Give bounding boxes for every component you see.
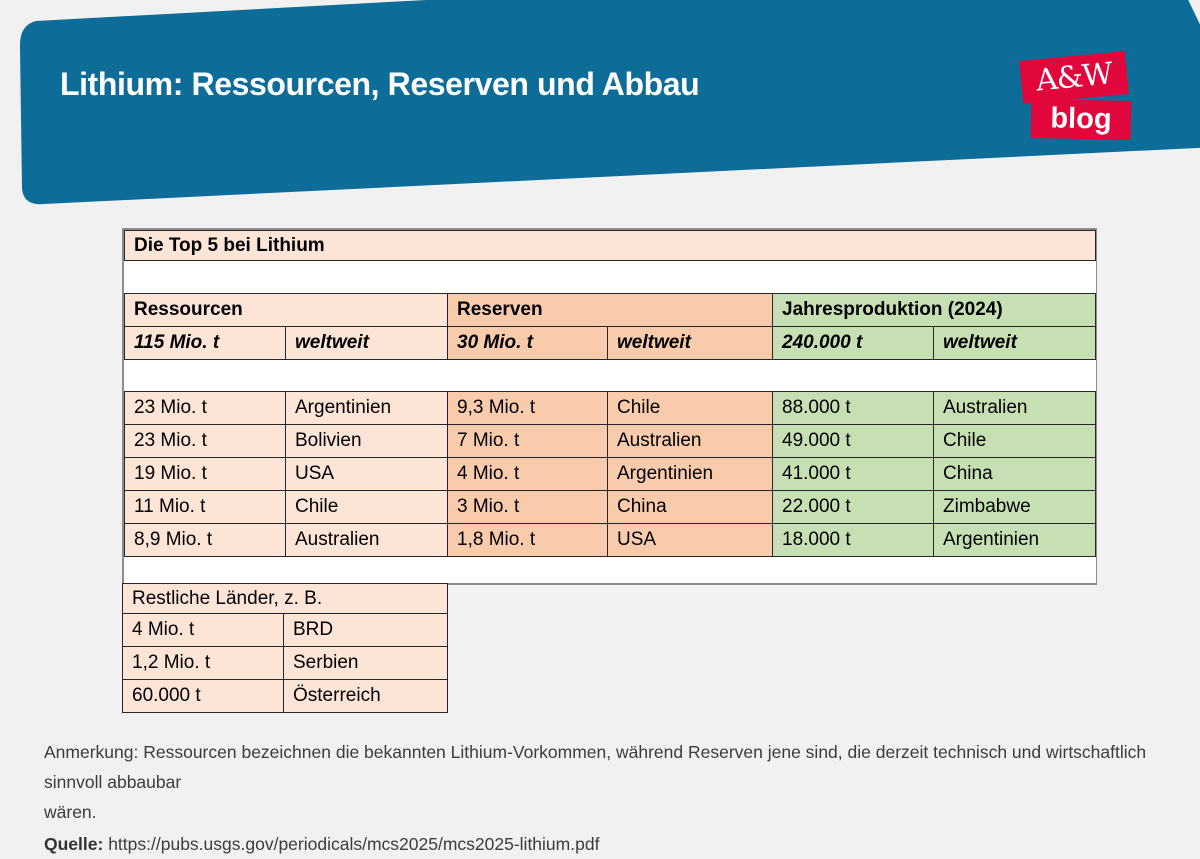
table-cell: 4 Mio. t [122,613,284,647]
total-ressourcen: 115 Mio. t [124,326,286,360]
world-totals-row: 115 Mio. t weltweit 30 Mio. t weltweit 2… [124,326,1097,360]
table-cell: 49.000 t [772,424,934,458]
table-cell: BRD [282,613,449,647]
scope-reserven: weltweit [607,326,773,360]
table-cell: 1,2 Mio. t [122,646,284,680]
footnote-anmerkung: Anmerkung: Ressourcen bezeichnen die bek… [44,737,1179,827]
table-cell: 18.000 t [772,523,934,557]
table-cell: Bolivien [285,424,448,458]
total-reserven: 30 Mio. t [447,326,608,360]
spacer-row [124,556,1096,583]
main-table: Die Top 5 bei Lithium Ressourcen Reserve… [123,230,1097,583]
footnotes: Anmerkung: Ressourcen bezeichnen die bek… [44,737,1179,859]
table-cell: Chile [932,424,1097,458]
table-row: 1,2 Mio. t Serbien [122,646,449,680]
table-cell: Chile [607,391,773,425]
footnote-quelle: Quelle: https://pubs.usgs.gov/periodical… [44,829,1179,859]
data-sheet: Die Top 5 bei Lithium Ressourcen Reserve… [122,228,1097,585]
quelle-url: https://pubs.usgs.gov/periodicals/mcs202… [108,834,600,854]
table-title-row: Die Top 5 bei Lithium [123,230,1097,261]
header-banner [19,0,1200,205]
anmerkung-line1: Anmerkung: Ressourcen bezeichnen die bek… [44,742,1147,792]
table-row: 23 Mio. t Bolivien 7 Mio. t Australien 49.00… [124,424,1097,458]
rest-table-title-row: Restliche Länder, z. B. [121,583,449,614]
quelle-label: Quelle: [44,834,104,854]
table-cell: Australien [607,424,773,458]
table-cell: Argentinien [607,457,773,491]
scope-ressourcen: weltweit [285,326,448,360]
table-cell: Chile [285,490,448,524]
spacer-row [124,359,1096,392]
table-cell: 19 Mio. t [124,457,286,491]
table-cell: Australien [285,523,448,557]
table-row: 8,9 Mio. t Australien 1,8 Mio. t USA 18.000 … [124,523,1097,557]
table-cell: China [932,457,1097,491]
group-header-ressourcen: Ressourcen [124,293,448,327]
banner-shape [19,0,1200,205]
table-row: 60.000 t Österreich [122,679,449,713]
spacer-cell [124,556,1096,583]
table-cell: Argentinien [932,523,1097,557]
spacer-cell [124,359,1096,392]
table-cell: Argentinien [285,391,448,425]
table-cell: 60.000 t [122,679,284,713]
group-header-jahresproduktion: Jahresproduktion (2024) [771,293,1097,327]
table-cell: Zimbabwe [932,490,1097,524]
total-jahresproduktion: 240.000 t [772,326,934,360]
spacer-cell [124,260,1096,294]
table-cell: Australien [932,391,1097,425]
table-cell: 22.000 t [772,490,934,524]
spacer-row [124,260,1096,294]
page-title: Lithium: Ressourcen, Reserven und Abbau [60,66,700,102]
table-row: 23 Mio. t Argentinien 9,3 Mio. t Chile 88.00… [124,391,1097,425]
table-cell: USA [285,457,448,491]
table-cell: 23 Mio. t [124,424,286,458]
table-cell: 8,9 Mio. t [124,523,286,557]
table-cell: 3 Mio. t [447,490,608,524]
table-cell: USA [607,523,773,557]
logo-blog-box: blog [1030,98,1132,141]
group-header-row: Ressourcen Reserven Jahresproduktion (20… [124,293,1097,327]
main-table-body: 23 Mio. t Argentinien 9,3 Mio. t Chile 88.00… [124,391,1097,557]
anmerkung-line2: wären. [44,802,97,822]
table-row: 4 Mio. t BRD [122,613,449,647]
table-cell: 4 Mio. t [447,457,608,491]
table-cell: Serbien [282,646,449,680]
rest-table: Restliche Länder, z. B. 4 Mio. t BRD 1,2 M… [121,583,449,713]
scope-jahresproduktion: weltweit [932,326,1097,360]
table-cell: 23 Mio. t [124,391,286,425]
table-cell: Österreich [282,679,449,713]
table-cell: China [607,490,773,524]
rest-table-title: Restliche Länder, z. B. [121,583,449,614]
table-cell: 7 Mio. t [447,424,608,458]
group-header-reserven: Reserven [447,293,773,327]
table-title: Die Top 5 bei Lithium [123,230,1097,261]
logo-blog-text: blog [1050,102,1112,136]
table-cell: 88.000 t [772,391,934,425]
table-row: 11 Mio. t Chile 3 Mio. t China 22.000 t Zimba… [124,490,1097,524]
table-cell: 41.000 t [772,457,934,491]
rest-table-body: 4 Mio. t BRD 1,2 Mio. t Serbien 60.000 t Öste… [122,613,449,713]
table-cell: 9,3 Mio. t [447,391,608,425]
table-cell: 11 Mio. t [124,490,286,524]
logo-aw-text: A&W [1034,56,1114,99]
table-cell: 1,8 Mio. t [447,523,608,557]
